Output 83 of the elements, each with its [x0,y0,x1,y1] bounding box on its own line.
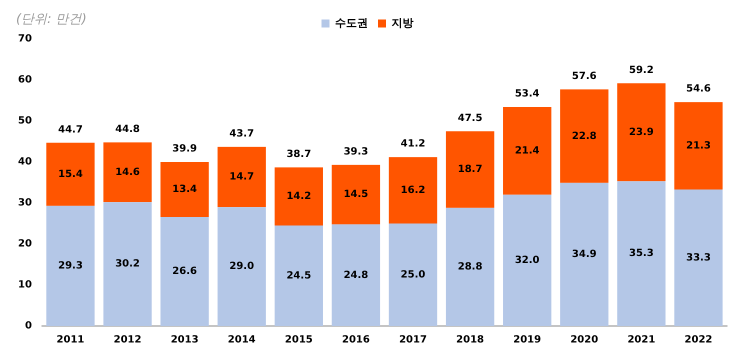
bar [160,162,209,217]
total-label: 38.7 [286,148,312,160]
data-label: 33.3 [686,252,711,264]
bar [503,194,552,326]
total-label: 57.6 [572,71,597,82]
x-tick-label: 2018 [456,334,484,346]
data-label: 14.5 [344,189,368,200]
x-tick-label: 2017 [399,334,427,346]
data-label: 18.7 [458,164,482,176]
total-label: 59.2 [629,64,654,76]
total-label: 39.3 [344,146,368,158]
bar [274,167,323,226]
x-tick-label: 2019 [513,334,542,346]
y-tick-label: 20 [18,238,32,250]
bar [674,102,723,190]
bar [46,206,95,326]
bar [160,216,209,326]
data-label: 35.3 [629,248,654,260]
data-label: 23.9 [629,126,654,138]
bar [103,202,152,326]
x-tick-label: 2013 [170,334,199,346]
bar [674,189,723,326]
y-tick-label: 0 [24,320,32,332]
bar [388,157,438,224]
data-label: 22.8 [572,130,597,142]
bar [103,142,152,202]
data-label: 24.5 [286,270,312,282]
bar [617,83,666,182]
bar [503,107,552,195]
x-tick-label: 2022 [684,334,712,346]
data-label: 32.0 [514,254,540,266]
legend-label: 수도권 [335,16,368,30]
data-label: 16.2 [400,184,426,196]
x-tick-label: 2012 [114,334,142,346]
data-label: 25.0 [400,269,426,280]
y-tick-label: 70 [18,34,32,45]
data-label: 14.2 [286,191,312,202]
bar [46,142,95,206]
bar [617,181,666,326]
bar [446,131,494,208]
total-label: 43.7 [229,128,254,140]
bar [560,89,608,183]
y-tick-label: 30 [18,198,32,209]
y-tick-label: 60 [18,74,32,86]
bar [332,224,380,326]
bar [332,164,380,224]
x-tick-label: 2014 [228,334,256,346]
data-label: 29.0 [229,261,254,272]
data-label: 34.9 [572,249,597,260]
data-label: 13.4 [172,184,198,196]
total-label: 44.7 [58,124,83,136]
bar [560,182,608,326]
bar [218,146,266,208]
data-label: 30.2 [115,258,140,270]
total-label: 54.6 [686,84,711,95]
total-label: 47.5 [458,112,482,124]
x-tick-label: 2016 [342,334,370,346]
bar [446,208,494,326]
data-label: 14.7 [229,172,254,183]
x-tick-label: 2015 [284,334,313,346]
bar [274,226,323,326]
data-label: 15.4 [58,168,83,180]
y-tick-label: 10 [18,280,32,291]
data-label: 26.6 [172,266,198,278]
total-label: 41.2 [400,138,426,150]
text: (단위: 만건) [16,11,87,28]
total-label: 39.9 [172,144,198,155]
bar [388,224,438,326]
data-label: 14.6 [115,166,140,178]
data-label: 24.8 [344,270,368,281]
data-label: 29.3 [58,260,83,272]
data-label: 21.4 [514,146,540,157]
y-tick-label: 40 [18,156,32,168]
data-label: 21.3 [686,140,711,152]
legend-label: 지방 [390,16,414,30]
x-tick-label: 2021 [627,334,656,346]
total-label: 44.8 [115,124,140,135]
y-tick-label: 50 [18,116,32,127]
bar [218,207,266,326]
data-label: 28.8 [458,262,482,273]
x-tick-label: 2020 [570,334,598,346]
total-label: 53.4 [514,88,540,100]
x-tick-label: 2011 [56,334,84,346]
